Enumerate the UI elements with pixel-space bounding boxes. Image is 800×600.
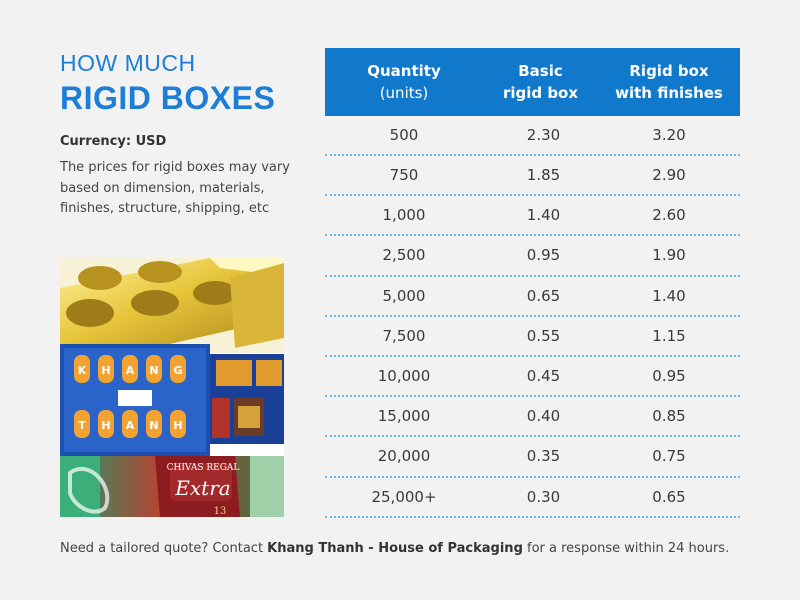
cell-basic-price: 0.45 bbox=[526, 367, 561, 386]
price-table: Quantity (units) Basic rigid box Rigid b… bbox=[325, 48, 740, 518]
heading-line-1: HOW MUCH bbox=[60, 50, 196, 76]
cell-quantity: 5,000 bbox=[382, 286, 426, 305]
table-row: 750 1.85 2.90 bbox=[325, 156, 740, 197]
table-row: 5,000 0.65 1.40 bbox=[325, 277, 740, 317]
table-row: 10,000 0.45 0.95 bbox=[325, 357, 740, 398]
cell-basic-price: 0.55 bbox=[526, 326, 561, 345]
cell-basic-price: 0.40 bbox=[526, 407, 561, 426]
table-row: 20,000 0.35 0.75 bbox=[325, 437, 740, 478]
header-finishes: Rigid box with finishes bbox=[598, 48, 740, 116]
cell-finishes-price: 0.85 bbox=[652, 407, 686, 426]
cell-finishes-price: 2.60 bbox=[652, 206, 686, 225]
footer-prefix: Need a tailored quote? Contact bbox=[60, 541, 268, 556]
header-basic-line2: rigid box bbox=[502, 84, 579, 102]
header-finishes-line1: Rigid box bbox=[629, 62, 709, 80]
footer-suffix: for a response within 24 hours. bbox=[522, 541, 730, 556]
header-quantity: Quantity (units) bbox=[325, 48, 483, 116]
header-basic-line1: Basic bbox=[518, 62, 563, 80]
table-row: 15,000 0.40 0.85 bbox=[325, 397, 740, 438]
cell-finishes-price: 0.95 bbox=[652, 367, 686, 386]
heading-line-2: RIGID BOXES bbox=[60, 80, 276, 116]
cell-basic-price: 0.35 bbox=[526, 447, 561, 466]
table-row: 1,000 1.40 2.60 bbox=[325, 196, 740, 237]
cell-finishes-price: 1.40 bbox=[652, 286, 686, 305]
header-quantity-label: Quantity bbox=[367, 62, 441, 80]
cell-quantity: 20,000 bbox=[377, 447, 431, 466]
cell-finishes-price: 1.15 bbox=[652, 326, 686, 345]
cell-finishes-price: 2.90 bbox=[652, 166, 686, 185]
header-basic: Basic rigid box bbox=[483, 48, 598, 116]
cell-basic-price: 2.30 bbox=[526, 126, 561, 144]
svg-text:H: H bbox=[173, 419, 182, 432]
cell-quantity: 15,000 bbox=[377, 407, 431, 426]
cell-finishes-price: 3.20 bbox=[652, 126, 686, 144]
table-row: 500 2.30 3.20 bbox=[325, 116, 740, 156]
svg-text:K: K bbox=[78, 364, 87, 377]
currency-label: Currency: USD bbox=[60, 134, 167, 149]
header-finishes-line2: with finishes bbox=[615, 84, 723, 102]
footer-note: Need a tailored quote? Contact Khang Tha… bbox=[60, 541, 760, 556]
table-row: 25,000+ 0.30 0.65 bbox=[325, 478, 740, 518]
svg-text:G: G bbox=[173, 364, 182, 377]
cell-quantity: 750 bbox=[389, 166, 419, 185]
cell-basic-price: 0.95 bbox=[526, 246, 561, 265]
svg-text:H: H bbox=[101, 419, 110, 432]
label-age: 13 bbox=[214, 506, 227, 517]
svg-text:N: N bbox=[149, 419, 158, 432]
svg-text:N: N bbox=[149, 364, 158, 377]
cell-quantity: 1,000 bbox=[382, 206, 426, 225]
product-photo: K H A N G T H A N H CHI bbox=[60, 258, 284, 517]
cell-quantity: 2,500 bbox=[382, 246, 426, 265]
cell-quantity: 10,000 bbox=[377, 367, 431, 386]
cell-basic-price: 0.30 bbox=[526, 487, 561, 506]
pricing-description: The prices for rigid boxes may vary base… bbox=[60, 160, 290, 216]
footer-company: Khang Thanh - House of Packaging bbox=[267, 541, 523, 556]
table-row: 2,500 0.95 1.90 bbox=[325, 236, 740, 277]
svg-text:A: A bbox=[126, 364, 135, 377]
table-body: 500 2.30 3.20 750 1.85 2.90 1,000 1.40 2… bbox=[325, 116, 740, 518]
cell-quantity: 25,000+ bbox=[371, 487, 437, 506]
cell-finishes-price: 0.75 bbox=[652, 447, 686, 466]
svg-text:H: H bbox=[101, 364, 110, 377]
header-quantity-unit: (units) bbox=[379, 84, 429, 102]
cell-basic-price: 1.40 bbox=[526, 206, 561, 225]
label-brand: CHIVAS REGAL bbox=[167, 463, 240, 473]
cell-quantity: 7,500 bbox=[382, 326, 426, 345]
cell-basic-price: 1.85 bbox=[526, 166, 561, 185]
svg-text:T: T bbox=[78, 419, 86, 432]
label-name: Extra bbox=[174, 476, 230, 500]
table-row: 7,500 0.55 1.15 bbox=[325, 317, 740, 357]
table-header: Quantity (units) Basic rigid box Rigid b… bbox=[325, 48, 740, 116]
cell-finishes-price: 0.65 bbox=[652, 487, 686, 506]
cell-basic-price: 0.65 bbox=[526, 286, 561, 305]
cell-quantity: 500 bbox=[389, 126, 419, 144]
svg-text:A: A bbox=[126, 419, 135, 432]
cell-finishes-price: 1.90 bbox=[652, 246, 686, 265]
